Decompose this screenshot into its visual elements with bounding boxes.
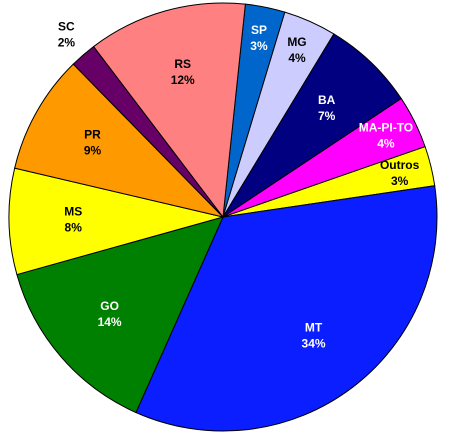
value-label: 8% [65,220,83,234]
value-label: 2% [58,36,76,50]
slice-label: SP [251,23,267,37]
slice-label: GO [100,299,119,313]
slice-label: MS [64,204,82,218]
value-label: 4% [377,136,395,150]
value-label: 12% [171,73,195,87]
value-label: 34% [302,336,326,350]
value-label: 4% [288,51,306,65]
slice-label: MA-PI-TO [359,120,413,134]
value-label: 7% [318,109,336,123]
slice-label: MT [305,320,323,334]
value-label: 9% [84,144,102,158]
pie-slice [92,2,246,219]
slice-label: PR [84,128,101,142]
slice-label: RS [174,57,191,71]
slice-label: MG [287,35,306,49]
slice-label: BA [318,93,336,107]
value-label: 14% [98,315,122,329]
pie-slice [14,63,225,218]
value-label: 3% [250,39,268,53]
pie-slice [8,167,224,276]
pie-slice [16,216,224,414]
slice-label: Outros [380,158,420,172]
value-label: 3% [391,174,409,188]
pie-slice [135,185,438,432]
slice-label: SC [58,20,75,34]
